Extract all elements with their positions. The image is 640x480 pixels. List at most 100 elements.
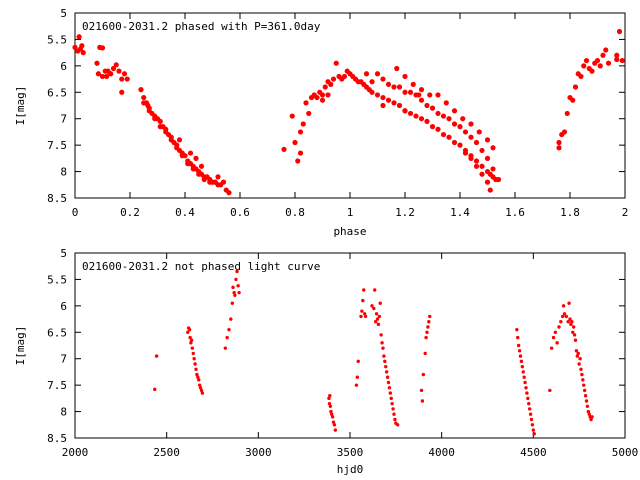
data-point [359,314,363,319]
data-point [215,174,221,180]
data-point [374,71,381,77]
data-point [333,60,339,66]
data-point [589,68,595,74]
data-point [553,330,558,334]
data-point [614,52,620,58]
data-point [429,105,436,111]
data-point [468,134,474,140]
data-point [396,84,403,90]
data-point [556,139,562,146]
data-point [197,378,201,382]
y-tick-label: 6 [60,60,67,73]
x-axis-label: hjd0 [337,463,364,476]
data-point [407,89,414,95]
data-point [375,317,380,321]
data-point [515,327,519,332]
x-tick-label: 4500 [520,446,547,459]
data-point [374,312,379,316]
data-point [570,97,576,103]
data-point [473,163,480,169]
data-point [385,97,392,103]
data-point [551,335,556,340]
data-point [329,409,333,414]
data-point [419,388,424,393]
data-point [391,407,395,411]
data-point [198,163,205,169]
data-point [362,312,367,316]
y-tick-label: 7.5 [47,139,67,152]
data-point [586,409,591,414]
data-point [199,388,204,393]
data-point [303,100,309,106]
data-point [373,320,378,324]
data-point [387,386,392,390]
data-point [418,87,425,93]
data-point [380,76,386,82]
data-point [223,346,228,350]
data-point [330,76,337,82]
data-point [327,401,332,406]
data-point [196,375,200,379]
data-point [138,87,144,93]
data-point [370,304,374,308]
y-axis-label: I[mag] [14,326,27,366]
data-point [528,412,533,416]
data-point [141,100,147,106]
x-tick-label: 4000 [428,446,455,459]
data-point [196,171,202,177]
data-point [327,396,331,401]
data-point [176,137,183,143]
data-point [527,401,531,406]
data-point [524,386,528,390]
y-tick-label: 7.5 [47,379,67,392]
data-point [154,354,159,358]
data-point [220,179,227,185]
data-point [402,108,408,114]
y-tick-label: 7 [60,113,67,126]
data-point [564,314,569,319]
data-point [440,131,447,138]
data-point [314,94,320,101]
data-point [462,129,469,135]
data-point [578,73,584,80]
data-point [157,124,163,130]
data-point [582,383,586,387]
data-point [295,158,301,164]
y-tick-label: 5.5 [47,33,67,46]
data-point [72,44,78,50]
data-point [462,150,469,156]
data-point [527,407,532,411]
data-point [564,110,570,117]
data-point [577,362,581,366]
data-point [479,163,485,169]
data-point [420,399,425,403]
data-point [600,52,606,58]
data-point [329,412,334,416]
data-point [556,145,562,151]
y-tick-label: 5 [60,7,67,20]
x-tick-label: 1.4 [450,206,470,219]
data-point [113,62,119,68]
data-point [376,322,381,327]
data-point [520,364,525,369]
data-point [435,110,441,117]
y-tick-label: 8.5 [47,192,67,205]
data-point [583,57,590,64]
data-point [99,73,106,80]
data-point [522,375,526,379]
data-point [153,387,157,392]
data-point [440,113,447,119]
data-point [328,81,334,87]
y-tick-label: 6.5 [47,326,67,339]
data-point [424,102,430,109]
data-point [531,428,536,432]
data-point [579,367,583,371]
data-point [388,391,393,395]
x-tick-label: 0.8 [285,206,305,219]
data-point [380,102,386,109]
data-point [193,155,199,161]
data-point [451,108,458,114]
data-point [207,179,213,185]
data-point [490,166,496,172]
y-axis-label: I[mag] [14,86,27,126]
